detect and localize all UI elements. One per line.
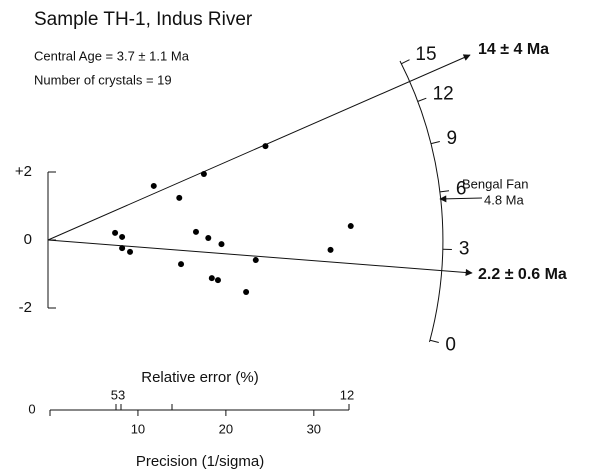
- point: [205, 234, 212, 241]
- rel-error-tick-label: 12: [340, 387, 354, 402]
- point: [208, 275, 215, 282]
- age-tick: [429, 339, 439, 344]
- age-tick-label: 9: [446, 128, 457, 149]
- point: [176, 194, 183, 201]
- point: [214, 277, 221, 284]
- y-tick-label: -2: [19, 299, 32, 316]
- point: [127, 248, 134, 255]
- point: [119, 245, 126, 252]
- age-tick-label: 3: [459, 239, 470, 260]
- point: [119, 233, 126, 240]
- age-tick-label: 15: [415, 44, 436, 65]
- point: [192, 228, 199, 235]
- axis-label: Precision (1/sigma): [136, 453, 264, 470]
- point: [243, 289, 250, 296]
- age-tick-label: 0: [445, 334, 456, 355]
- subtitle: Number of crystals = 19: [34, 72, 172, 87]
- age-tick-label: 6: [456, 178, 467, 199]
- y-tick-label: +2: [15, 163, 32, 180]
- point: [112, 229, 119, 236]
- y-tick-label: 0: [24, 231, 32, 248]
- point: [150, 182, 157, 189]
- annotation: 4.8 Ma: [484, 192, 525, 207]
- point: [327, 246, 334, 253]
- x-tick-label: 20: [219, 421, 233, 436]
- point: [262, 143, 269, 150]
- x-tick-label: 10: [131, 421, 145, 436]
- annotation: 2.2 ± 0.6 Ma: [478, 266, 567, 283]
- age-tick: [417, 97, 427, 102]
- age-tick: [401, 59, 410, 65]
- point: [252, 257, 259, 264]
- annotation: 14 ± 4 Ma: [478, 41, 549, 58]
- x-tick-label: 30: [307, 421, 321, 436]
- lower-line: [47, 239, 473, 277]
- rel-error-tick-label: 53: [111, 387, 125, 402]
- bengal-arrow: [439, 195, 483, 203]
- point: [347, 223, 354, 230]
- upper-line: [47, 54, 471, 241]
- age-tick: [439, 190, 450, 193]
- annotation: Bengal Fan: [462, 176, 529, 191]
- point: [178, 261, 185, 268]
- age-tick: [430, 140, 440, 145]
- point: [218, 241, 225, 248]
- axis-label: Relative error (%): [141, 369, 259, 386]
- age-tick-label: 12: [433, 83, 454, 104]
- subtitle: Central Age = 3.7 ± 1.1 Ma: [34, 48, 190, 63]
- chart-title: Sample TH-1, Indus River: [34, 9, 253, 30]
- point: [200, 171, 207, 178]
- x-tick-label: 0: [28, 401, 35, 416]
